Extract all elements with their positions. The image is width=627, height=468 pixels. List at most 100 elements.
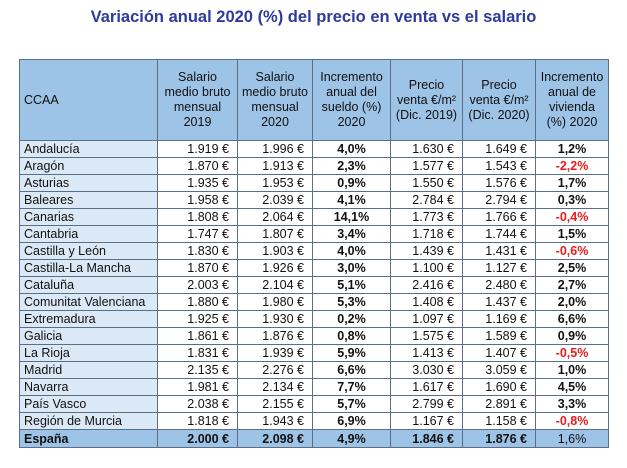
salario-2019-cell: 1.925 € [157,310,238,328]
salario-2019-cell: 1.818 € [157,412,238,430]
incremento-sueldo-cell: 0,8% [312,327,391,345]
incremento-vivienda-cell: 2,0% [535,293,609,311]
incremento-sueldo-cell: 3,4% [312,225,391,243]
table-row: Cataluña 2.003 €2.104 €5,1% 2.416 €2.480 €… [19,276,609,294]
salario-2020-cell: 1.913 € [237,157,313,175]
ccaa-cell: Cataluña [19,276,158,294]
table-row: Asturias 1.935 €1.953 €0,9% 1.550 €1.576 €… [19,174,609,192]
ccaa-cell: Asturias [19,174,158,192]
salario-2019-cell: 1.958 € [157,191,238,209]
incremento-sueldo-cell: 4,0% [312,242,391,260]
table-row: Madrid 2.135 €2.276 €6,6% 3.030 €3.059 €1,… [19,361,609,379]
precio-2019-cell: 3.030 € [390,361,463,379]
precio-2020-cell: 1.437 € [462,293,536,311]
incremento-vivienda-cell: 2,7% [535,276,609,294]
precio-2019-cell: 1.439 € [390,242,463,260]
ccaa-cell: Madrid [19,361,158,379]
salario-2020-cell: 2.064 € [237,208,313,226]
column-header-ccaa: CCAA [19,59,158,141]
precio-2019-cell: 1.718 € [390,225,463,243]
total-salario-2019-cell: 2.000 € [157,429,238,448]
precio-2019-cell: 1.577 € [390,157,463,175]
incremento-vivienda-cell: 1,5% [535,225,609,243]
incremento-vivienda-cell: 3,3% [535,395,609,413]
table-row: Región de Murcia 1.818 €1.943 €6,9% 1.167 … [19,412,609,430]
ccaa-cell: Región de Murcia [19,412,158,430]
salario-2019-cell: 2.003 € [157,276,238,294]
salario-2020-cell: 1.903 € [237,242,313,260]
precio-2019-cell: 2.416 € [390,276,463,294]
table-row: Castilla y León 1.830 €1.903 €4,0% 1.439 €… [19,242,609,260]
precio-2020-cell: 1.744 € [462,225,536,243]
salario-2020-cell: 2.134 € [237,378,313,396]
incremento-sueldo-cell: 4,0% [312,140,391,158]
ccaa-cell: Navarra [19,378,158,396]
salario-2020-cell: 2.276 € [237,361,313,379]
ccaa-cell: Cantabria [19,225,158,243]
total-incremento-vivienda-cell: 1,6% [535,429,609,448]
table-row: Canarias 1.808 €2.064 €14,1% 1.773 €1.766 … [19,208,609,226]
salario-2020-cell: 1.939 € [237,344,313,362]
incremento-sueldo-cell: 5,9% [312,344,391,362]
salary-price-table: CCAA Salario medio bruto mensual 2019 Sa… [19,59,609,448]
incremento-vivienda-cell: 2,5% [535,259,609,277]
column-header-precio-2019: Precio venta €/m² (Dic. 2019) [390,59,463,141]
ccaa-cell: Castilla-La Mancha [19,259,158,277]
incremento-sueldo-cell: 14,1% [312,208,391,226]
incremento-sueldo-cell: 5,7% [312,395,391,413]
incremento-vivienda-cell: -0,4% [535,208,609,226]
ccaa-cell: Comunitat Valenciana [19,293,158,311]
precio-2020-cell: 1.589 € [462,327,536,345]
ccaa-cell: Baleares [19,191,158,209]
table-row: La Rioja 1.831 €1.939 €5,9% 1.413 €1.407 €… [19,344,609,362]
incremento-sueldo-cell: 5,3% [312,293,391,311]
precio-2020-cell: 1.169 € [462,310,536,328]
precio-2020-cell: 2.891 € [462,395,536,413]
salario-2020-cell: 2.104 € [237,276,313,294]
salario-2020-cell: 1.876 € [237,327,313,345]
salario-2020-cell: 1.996 € [237,140,313,158]
salario-2019-cell: 1.919 € [157,140,238,158]
table-row: País Vasco 2.038 €2.155 €5,7% 2.799 €2.891… [19,395,609,413]
salario-2019-cell: 1.981 € [157,378,238,396]
salario-2019-cell: 1.870 € [157,157,238,175]
precio-2019-cell: 1.097 € [390,310,463,328]
incremento-sueldo-cell: 6,9% [312,412,391,430]
salario-2020-cell: 1.953 € [237,174,313,192]
salario-2019-cell: 1.870 € [157,259,238,277]
precio-2019-cell: 1.575 € [390,327,463,345]
precio-2020-cell: 1.127 € [462,259,536,277]
incremento-sueldo-cell: 5,1% [312,276,391,294]
incremento-vivienda-cell: -0,6% [535,242,609,260]
table-row: Extremadura 1.925 €1.930 €0,2% 1.097 €1.16… [19,310,609,328]
table-row: Cantabria 1.747 €1.807 €3,4% 1.718 €1.744 … [19,225,609,243]
incremento-vivienda-cell: -0,5% [535,344,609,362]
column-header-incremento-vivienda: Incremento anual de vivienda (%) 2020 [535,59,609,141]
precio-2019-cell: 1.773 € [390,208,463,226]
salario-2019-cell: 2.135 € [157,361,238,379]
table-row: Navarra 1.981 €2.134 €7,7% 1.617 €1.690 €4… [19,378,609,396]
ccaa-cell: La Rioja [19,344,158,362]
precio-2019-cell: 1.630 € [390,140,463,158]
precio-2019-cell: 2.784 € [390,191,463,209]
precio-2020-cell: 1.543 € [462,157,536,175]
incremento-sueldo-cell: 6,6% [312,361,391,379]
precio-2019-cell: 1.413 € [390,344,463,362]
precio-2020-cell: 1.158 € [462,412,536,430]
incremento-vivienda-cell: 1,2% [535,140,609,158]
incremento-sueldo-cell: 0,9% [312,174,391,192]
page-title: Variación anual 2020 (%) del precio en v… [90,8,537,26]
salario-2020-cell: 1.930 € [237,310,313,328]
precio-2019-cell: 1.100 € [390,259,463,277]
table-body: Andalucía 1.919 €1.996 €4,0% 1.630 €1.649 … [19,140,609,448]
precio-2020-cell: 3.059 € [462,361,536,379]
incremento-vivienda-cell: 0,3% [535,191,609,209]
precio-2020-cell: 2.794 € [462,191,536,209]
salario-2019-cell: 2.038 € [157,395,238,413]
ccaa-cell: País Vasco [19,395,158,413]
table-total-row: España 2.000 €2.098 €4,9% 1.846 €1.876 €1,… [19,429,609,448]
precio-2020-cell: 1.766 € [462,208,536,226]
table-header-row: CCAA Salario medio bruto mensual 2019 Sa… [19,59,609,141]
column-header-salario-2020: Salario medio bruto mensual 2020 [237,59,313,141]
ccaa-cell: Galicia [19,327,158,345]
